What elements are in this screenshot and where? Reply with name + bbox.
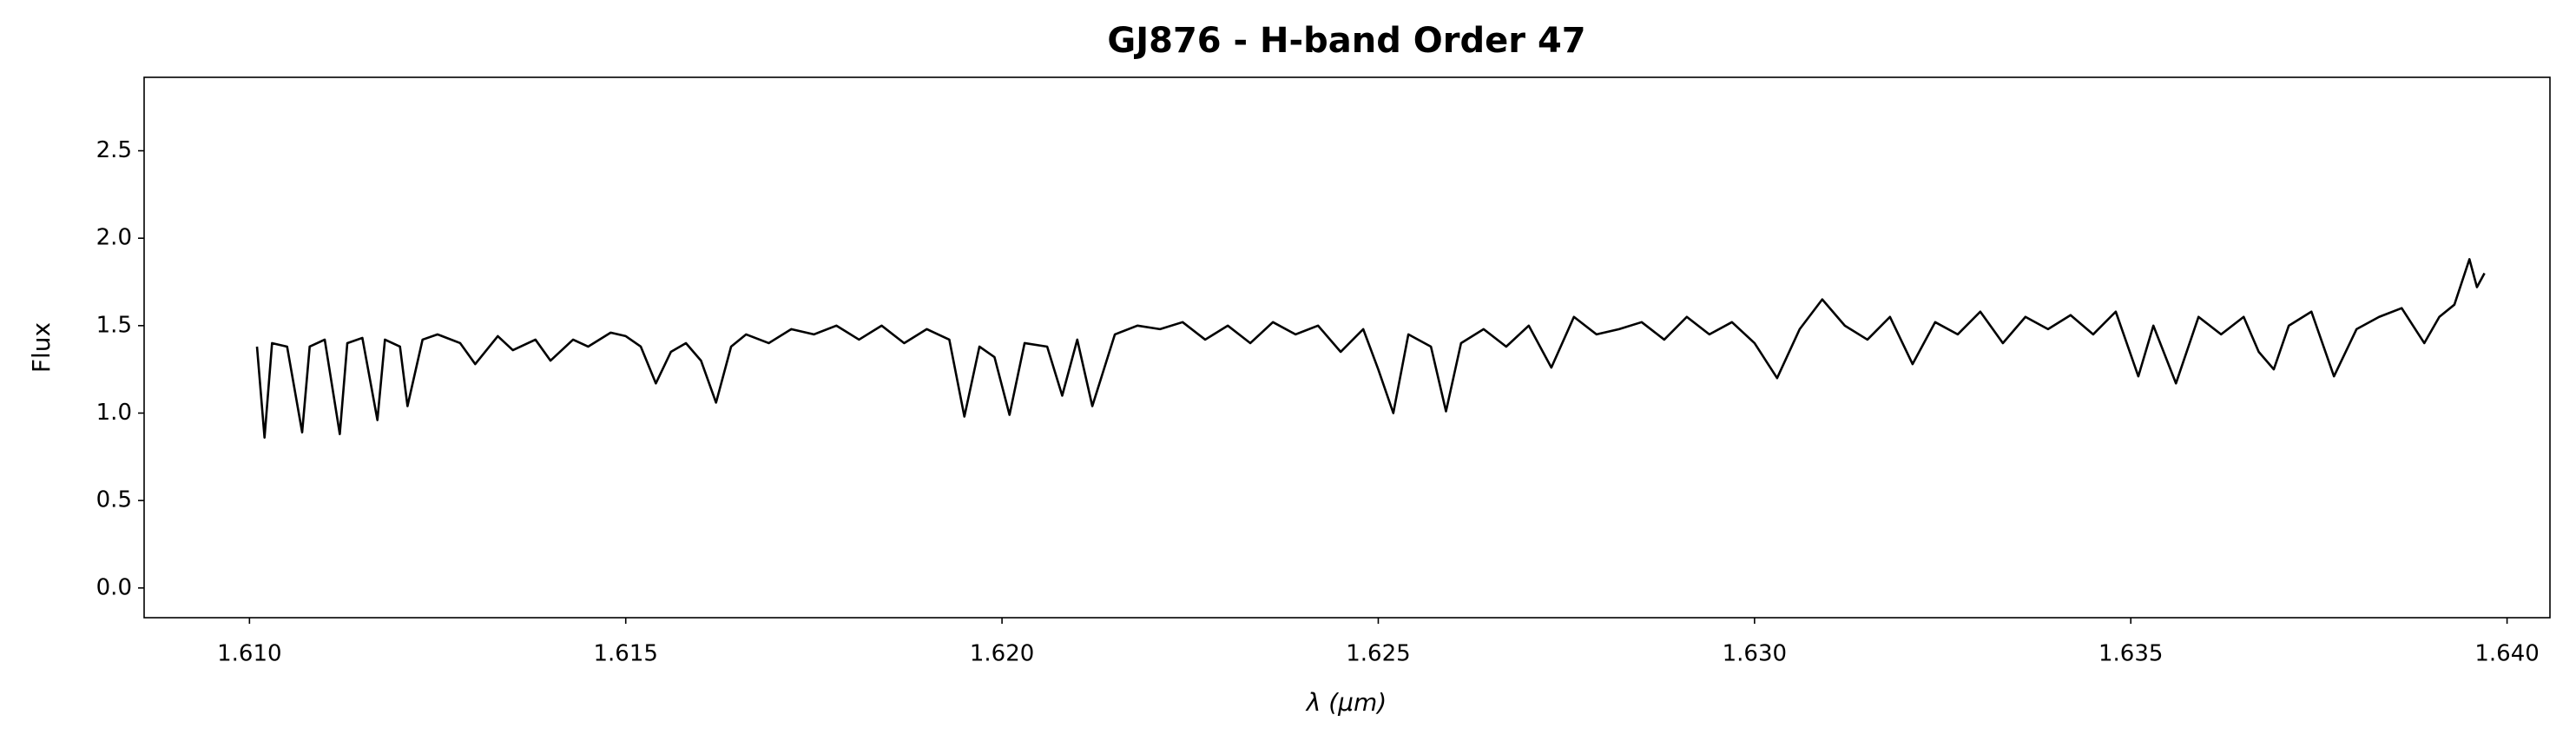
chart-title: GJ876 - H-band Order 47 [1107,21,1585,61]
y-tick-label: 2.5 [96,137,132,163]
x-tick-label: 1.615 [594,641,658,667]
y-tick-label: 0.5 [96,487,132,513]
spectrum-line [255,258,2486,439]
y-tick-label: 0.0 [96,574,132,600]
x-tick-label: 1.610 [217,641,281,667]
y-tick-label: 1.5 [96,312,132,338]
plot-frame [143,76,2551,619]
x-tick-label: 1.630 [1723,641,1787,667]
x-tick-label: 1.625 [1346,641,1410,667]
x-tick-label: 1.620 [970,641,1034,667]
x-axis-label: λ (μm) [1305,688,1387,717]
y-tick-label: 1.0 [96,400,132,426]
x-tick-label: 1.640 [2474,641,2539,667]
y-tick-label: 2.0 [96,225,132,251]
x-tick-label: 1.635 [2098,641,2163,667]
y-axis-label: Flux [27,322,56,373]
